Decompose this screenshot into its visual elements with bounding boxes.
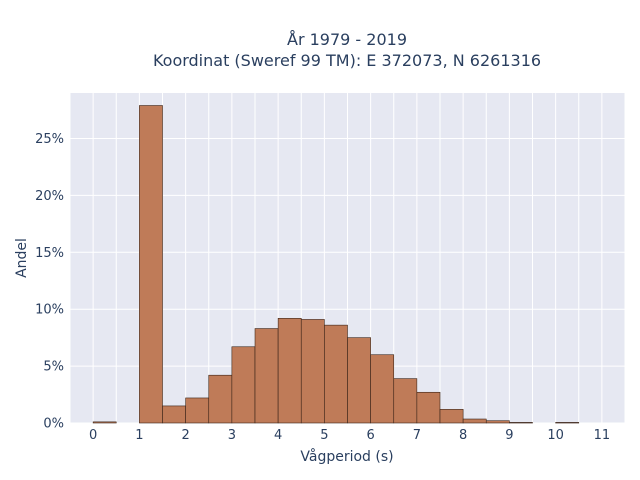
- histogram-bar: [139, 105, 163, 424]
- histogram-bar: [208, 374, 233, 424]
- y-tick-label: 0%: [43, 417, 64, 432]
- y-tick-label: 5%: [43, 360, 64, 375]
- histogram-bar: [555, 422, 580, 424]
- x-tick-label: 3: [228, 428, 236, 443]
- histogram-bar: [324, 324, 348, 424]
- x-tick-label: 8: [459, 428, 467, 443]
- y-tick-label: 20%: [35, 189, 64, 204]
- histogram-bar: [347, 337, 371, 424]
- y-axis-label: Andel: [14, 238, 30, 278]
- chart-subtitle: Koordinat (Sweref 99 TM): E 372073, N 62…: [153, 51, 541, 70]
- x-tick-label: 2: [181, 428, 189, 443]
- y-axis-ticks: 0% 5% 10% 15% 20% 25%: [35, 132, 64, 431]
- histogram-bar: [277, 318, 302, 424]
- x-tick-label: 0: [89, 428, 97, 443]
- x-tick-label: 4: [274, 428, 282, 443]
- histogram-bar: [300, 319, 325, 424]
- histogram-bar: [254, 328, 279, 424]
- chart-title: År 1979 - 2019: [287, 30, 407, 49]
- histogram-bar: [185, 397, 210, 424]
- histogram-bar: [393, 378, 418, 424]
- y-tick-label: 25%: [35, 132, 64, 147]
- x-tick-label: 1: [135, 428, 143, 443]
- histogram-bar: [509, 422, 533, 424]
- histogram-bar: [92, 421, 117, 424]
- histogram-bar: [416, 391, 441, 424]
- x-axis-ticks: 0 1 2 3 4 5 6 7 8 9 10 11: [89, 428, 610, 443]
- histogram-bar: [370, 354, 395, 424]
- histogram-bar: [485, 420, 510, 424]
- x-tick-label: 7: [413, 428, 421, 443]
- x-axis-label: Vågperiod (s): [300, 448, 393, 465]
- x-tick-label: 9: [505, 428, 513, 443]
- bars: [92, 105, 580, 424]
- histogram-bar: [162, 405, 186, 424]
- x-tick-label: 11: [594, 428, 611, 443]
- y-tick-label: 15%: [35, 246, 64, 261]
- histogram-bar: [439, 409, 464, 424]
- x-tick-label: 6: [366, 428, 374, 443]
- x-tick-label: 5: [320, 428, 328, 443]
- histogram-bar: [462, 418, 487, 424]
- histogram-bar: [231, 346, 256, 424]
- x-tick-label: 10: [547, 428, 564, 443]
- y-tick-label: 10%: [35, 303, 64, 318]
